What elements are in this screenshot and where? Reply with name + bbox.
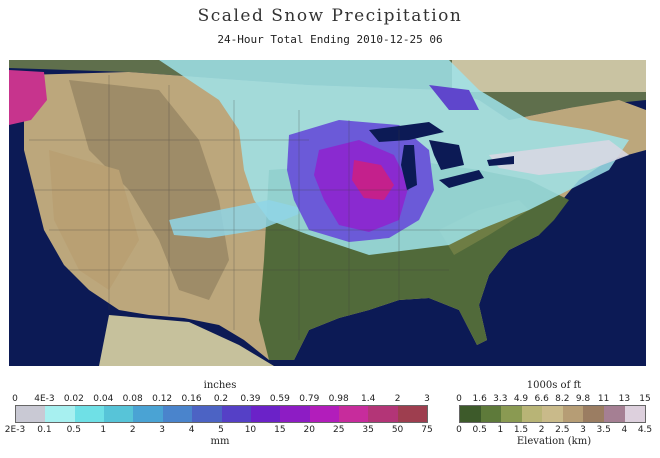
legend-tick-label: 4.9 <box>513 394 529 404</box>
legend-tick-label: 0 <box>12 394 18 404</box>
legend-swatch <box>221 406 251 422</box>
legend-tick-label: 0.02 <box>63 394 84 404</box>
legend-tick-label: 0.5 <box>66 425 82 435</box>
map-title: Scaled Snow Precipitation <box>197 6 463 26</box>
legend-tick-label: 1 <box>497 425 504 435</box>
snow-legend-top-ticks: 0 4E-3 0.02 0.04 0.08 0.12 0.16 0.2 0.39 0.59 0.79… <box>12 394 430 406</box>
legend-swatch <box>74 406 105 422</box>
legend-tick-label: 4 <box>621 425 628 435</box>
legend-tick-label: 0.39 <box>240 394 261 404</box>
state-borders <box>29 75 479 340</box>
legend-tick-label: 5 <box>218 425 224 435</box>
legend-tick-label: 4.5 <box>637 425 653 435</box>
elevation-color-bar <box>459 405 646 423</box>
legend-swatch <box>192 406 222 422</box>
legend-swatch <box>133 406 163 422</box>
legend-tick-label: 0.16 <box>181 394 202 404</box>
legend-tick-label: 3.5 <box>596 425 611 435</box>
legend-tick-label: 0.98 <box>328 394 349 404</box>
legend-swatch <box>583 406 604 422</box>
legend-tick-label: 3 <box>159 425 166 435</box>
legend-tick-label: 9.8 <box>575 394 591 404</box>
elevation-legend-bottom-unit: Elevation (km) <box>516 436 592 447</box>
snow-legend-top-unit: inches <box>203 380 237 391</box>
snow-gray-ne <box>489 140 629 175</box>
snow-legend-bottom-unit: mm <box>210 436 230 447</box>
mexico-land <box>99 315 274 366</box>
great-basin <box>49 150 139 290</box>
snow-thin-band <box>169 200 309 238</box>
legend-tick-label: 1 <box>100 425 107 435</box>
legend-tick-label: 35 <box>362 425 374 435</box>
legend-tick-label: 1.4 <box>360 394 376 404</box>
lake-michigan <box>401 145 417 190</box>
elevation-legend-bottom-ticks: 0 0.5 1 1.5 2 2.5 3 3.5 4 4.5 <box>456 425 652 437</box>
snow-pink-nw <box>9 70 47 125</box>
legend-tick-label: 0.79 <box>299 394 320 404</box>
legend-swatch <box>368 406 398 422</box>
legend-tick-label: 1.5 <box>513 425 529 435</box>
legend-tick-label: 3 <box>424 394 430 404</box>
legend-tick-label: 0.1 <box>37 425 52 435</box>
snow-color-bar <box>15 405 428 423</box>
legend-tick-label: 2 <box>394 394 401 404</box>
legend-swatch <box>16 406 46 422</box>
legend-tick-label: 0.04 <box>93 394 114 404</box>
legend-swatch <box>162 406 193 422</box>
legend-tick-label: 2E-3 <box>4 425 26 435</box>
legend-tick-label: 0.08 <box>122 394 143 404</box>
legend-swatch <box>397 406 428 422</box>
legend-swatch <box>542 406 563 422</box>
legend-tick-label: 1.6 <box>472 394 487 404</box>
legend-tick-label: 2.5 <box>555 425 570 435</box>
legend-tick-label: 20 <box>303 425 316 435</box>
legend-swatch <box>562 406 584 422</box>
legend-swatch <box>624 406 646 422</box>
legend-tick-label: 4E-3 <box>34 394 55 404</box>
legend-swatch <box>480 406 502 422</box>
legend-swatch <box>104 406 134 422</box>
snow-purple-north <box>429 85 479 110</box>
legend-swatch <box>501 406 522 422</box>
lake-superior <box>369 122 444 142</box>
legend-tick-label: 2 <box>538 425 545 435</box>
lake-erie <box>439 170 484 188</box>
legend-tick-label: 0.2 <box>213 394 229 404</box>
snow-precipitation-map <box>9 60 646 366</box>
legend-swatch <box>603 406 625 422</box>
legend-swatch <box>45 406 75 422</box>
elevation-legend-top-unit: 1000s of ft <box>526 380 582 391</box>
map-subtitle: 24-Hour Total Ending 2010-12-25 06 <box>217 33 443 46</box>
legend-tick-label: 10 <box>244 425 257 435</box>
legend-swatch <box>521 406 543 422</box>
legend-tick-label: 0 <box>456 394 462 404</box>
lake-huron <box>429 140 464 170</box>
legend-swatch <box>309 406 339 422</box>
legend-tick-label: 8.2 <box>555 394 570 404</box>
legend-tick-label: 2 <box>129 425 136 435</box>
legend-tick-label: 15 <box>639 394 651 404</box>
legend-tick-label: 0 <box>456 425 462 435</box>
legend-tick-label: 6.6 <box>534 394 549 404</box>
elevation-legend-top-ticks: 0 1.6 3.3 4.9 6.6 8.2 9.8 11 13 15 <box>456 394 651 406</box>
legend-tick-label: 0.5 <box>472 425 487 435</box>
legend-tick-label: 4 <box>188 425 195 435</box>
legend-tick-label: 3.3 <box>493 394 508 404</box>
legend-tick-label: 75 <box>421 425 433 435</box>
legend-tick-label: 0.59 <box>269 394 290 404</box>
legend-tick-label: 3 <box>580 425 586 435</box>
legend-tick-label: 25 <box>332 425 345 435</box>
legend-swatch <box>338 406 369 422</box>
legend-swatch <box>280 406 310 422</box>
legend-tick-label: 50 <box>391 425 404 435</box>
legend-swatch <box>460 406 481 422</box>
lake-ontario <box>487 156 514 166</box>
legend-tick-label: 13 <box>618 394 631 404</box>
legend-tick-label: 0.12 <box>152 394 173 404</box>
legend-tick-label: 15 <box>274 425 286 435</box>
snow-legend-bottom-ticks: 2E-3 0.1 0.5 1 2 3 4 5 10 15 20 25 35 50 75 <box>5 425 433 437</box>
legend-tick-label: 11 <box>597 394 610 404</box>
legend-swatch <box>250 406 281 422</box>
ne-gray-box <box>452 60 646 92</box>
